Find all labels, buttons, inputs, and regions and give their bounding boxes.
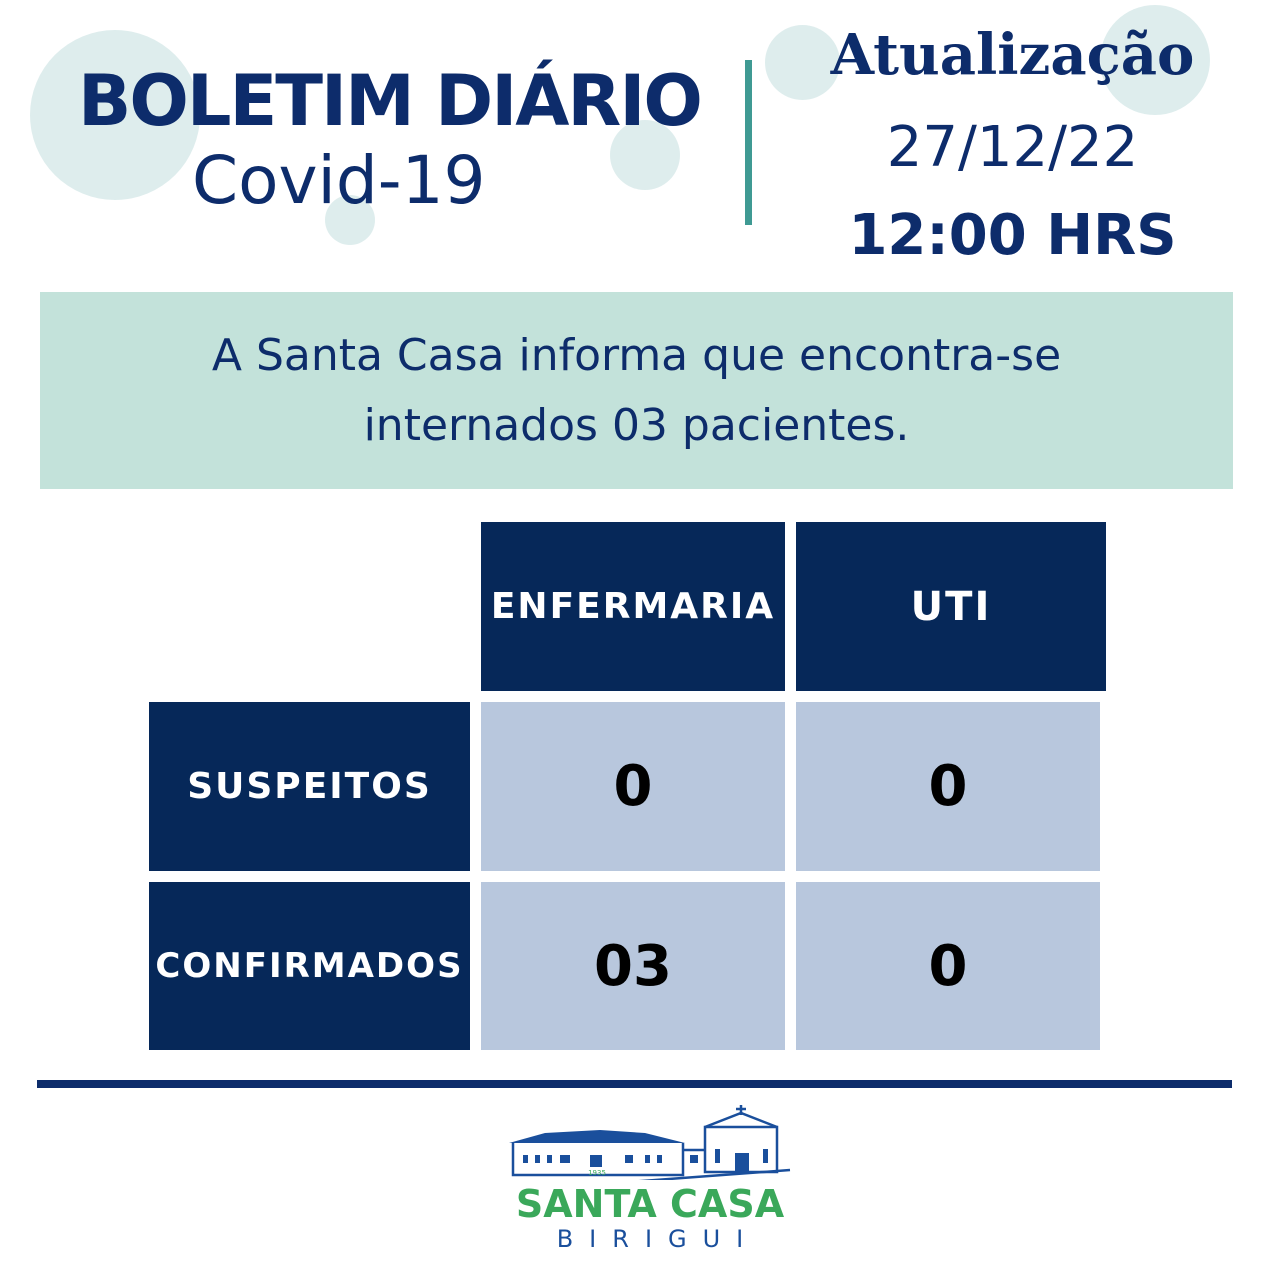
update-time: 12:00 HRS bbox=[848, 203, 1177, 268]
virus-decoration-icon bbox=[765, 25, 840, 100]
cell-suspeitos-uti: 0 bbox=[796, 702, 1100, 871]
virus-decoration-icon bbox=[30, 30, 200, 200]
row-label-suspeitos: SUSPEITOS bbox=[149, 702, 470, 871]
row-label-confirmados: CONFIRMADOS bbox=[149, 882, 470, 1050]
footer-divider bbox=[37, 1080, 1232, 1088]
cell-confirmados-uti: 0 bbox=[796, 882, 1100, 1050]
santa-casa-logo: 1935 SANTA CASA BIRIGUI bbox=[505, 1105, 795, 1255]
page-subtitle: Covid-19 bbox=[192, 142, 486, 219]
notice-line-2: internados 03 pacientes. bbox=[363, 399, 910, 451]
building-icon: 1935 bbox=[509, 1105, 791, 1185]
notice-banner: A Santa Casa informa que encontra-se int… bbox=[40, 292, 1233, 489]
logo-name: SANTA CASA bbox=[515, 1182, 785, 1226]
virus-decoration-icon bbox=[610, 120, 680, 190]
column-header-uti: UTI bbox=[796, 522, 1106, 691]
cell-confirmados-enfermaria: 03 bbox=[481, 882, 785, 1050]
update-label: Atualização bbox=[830, 22, 1195, 88]
virus-decoration-icon bbox=[325, 195, 375, 245]
virus-decoration-icon bbox=[1100, 5, 1210, 115]
update-date: 27/12/22 bbox=[886, 115, 1139, 180]
notice-line-1: A Santa Casa informa que encontra-se bbox=[211, 329, 1062, 381]
logo-city: BIRIGUI bbox=[556, 1225, 760, 1253]
column-header-enfermaria: ENFERMARIA bbox=[481, 522, 785, 691]
divider bbox=[745, 60, 752, 225]
cell-suspeitos-enfermaria: 0 bbox=[481, 702, 785, 871]
page-title: BOLETIM DIÁRIO bbox=[78, 60, 703, 142]
logo-year: 1935 bbox=[588, 1169, 606, 1177]
